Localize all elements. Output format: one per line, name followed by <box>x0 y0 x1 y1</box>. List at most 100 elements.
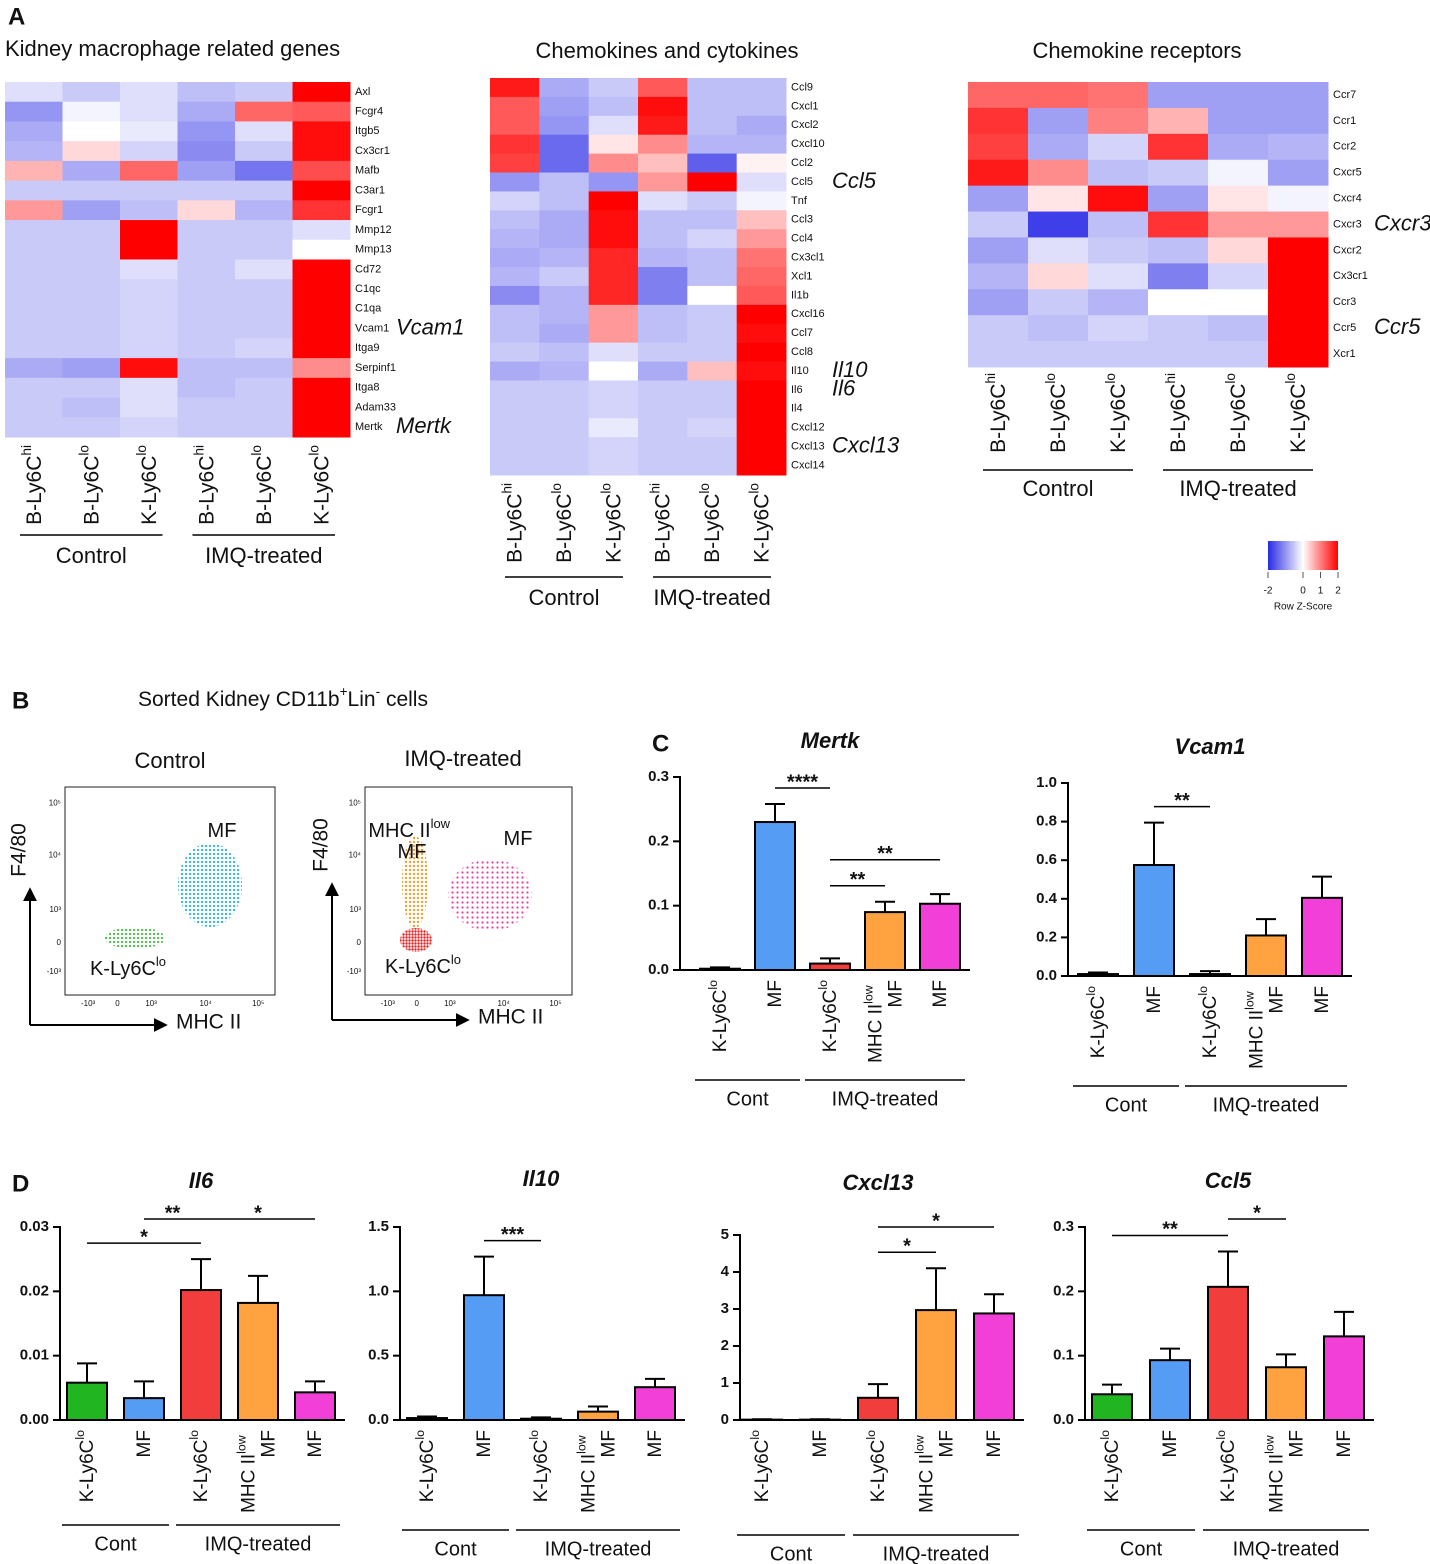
row-label: Ccr7 <box>1333 89 1356 101</box>
heatmap-cell <box>736 361 787 381</box>
heatmap-cell <box>638 399 688 419</box>
heatmap-cell <box>62 82 121 103</box>
heatmap-cell <box>177 259 236 280</box>
row-label: Itgb5 <box>355 125 379 137</box>
y-tick-label: 10³ <box>49 905 61 914</box>
significance-label: ** <box>1162 1219 1178 1241</box>
heatmap-cell <box>539 342 590 363</box>
heatmap-cell <box>1268 263 1329 290</box>
heatmap-cell <box>1148 82 1209 109</box>
y-tick-label: -10³ <box>347 967 362 976</box>
heatmap-cell <box>638 418 688 438</box>
row-label: C1qc <box>355 283 381 295</box>
row-label: Vcam1 <box>355 322 389 334</box>
heatmap-cell <box>539 456 590 476</box>
row-label: Ccr1 <box>1333 115 1356 127</box>
heatmap-cell <box>1148 289 1209 316</box>
heatmap-cell <box>736 134 787 155</box>
heatmap-cell <box>62 298 121 320</box>
heatmap-cell <box>62 220 121 241</box>
heatmap-cell <box>1028 237 1089 264</box>
heatmap-cell <box>687 437 738 457</box>
heatmap-cell <box>177 121 236 142</box>
group-label: Control <box>1023 476 1094 501</box>
bar <box>754 821 796 971</box>
heatmap-cell <box>5 259 63 280</box>
heatmap-cell <box>177 397 236 418</box>
heatmap-cell <box>120 318 178 339</box>
x-tick-label: -10³ <box>81 999 96 1008</box>
column-label: K-Ly6Clo <box>306 445 333 525</box>
heatmap-cell <box>120 338 178 359</box>
heatmap-cell <box>120 101 178 122</box>
heatmap-cell <box>1088 237 1149 264</box>
x-tick-label: K-Ly6Clo <box>864 1430 889 1502</box>
group-label: Control <box>56 543 127 568</box>
heatmap-cell <box>968 315 1029 342</box>
heatmap-cell <box>235 180 293 201</box>
heatmap-cell <box>638 323 688 344</box>
bar <box>463 1294 505 1422</box>
heatmap-cell <box>539 134 590 155</box>
heatmap-cell <box>687 399 738 419</box>
heatmap-cell <box>490 153 540 174</box>
bar <box>864 911 906 971</box>
y-tick-label: 0.8 <box>1036 813 1057 830</box>
heatmap-cell <box>62 141 121 162</box>
heatmap-cell <box>638 361 688 381</box>
heatmap-cell <box>1148 315 1209 342</box>
x-axis-label: MHC II <box>176 1011 241 1034</box>
chart-title: Il6 <box>189 1168 214 1193</box>
heatmap-cell <box>588 437 639 457</box>
heatmap-cell <box>588 267 639 287</box>
heatmap-cell <box>235 279 293 300</box>
row-label: Cxcr5 <box>1333 167 1362 179</box>
row-label: Cxcl10 <box>791 138 825 150</box>
heatmap-cell <box>62 377 121 399</box>
heatmap-cell <box>588 285 639 306</box>
y-tick-label: -10³ <box>47 967 62 976</box>
heatmap-cell <box>62 239 121 260</box>
x-tick-label: K-Ly6Clo <box>73 1430 98 1502</box>
group-label: Cont <box>1120 1538 1163 1560</box>
heatmap-cell <box>539 418 590 438</box>
x-tick-label: 0 <box>415 999 420 1008</box>
heatmap-cell <box>62 318 121 339</box>
heatmap-cell <box>5 200 63 221</box>
bar <box>237 1301 279 1421</box>
heatmap-cell <box>539 437 590 457</box>
x-tick-label: K-Ly6Clo <box>1084 986 1109 1058</box>
plot-title: Control <box>135 748 206 773</box>
heatmap-cell <box>292 279 351 300</box>
x-tick-label: MF <box>765 980 786 1007</box>
heatmap-cell <box>235 160 293 182</box>
heatmap-cell <box>687 361 738 381</box>
column-label: B-Ly6Clo <box>697 483 724 563</box>
heatmap-cell <box>292 101 351 122</box>
significance-label: **** <box>787 771 818 793</box>
row-label: Xcr1 <box>1333 348 1356 360</box>
heatmap-cell <box>62 121 121 142</box>
gate-label: MF <box>504 828 533 850</box>
heatmap-cell <box>968 133 1029 161</box>
y-tick-label: 1 <box>721 1374 729 1391</box>
row-label: Ccl5 <box>791 176 813 188</box>
gate-label: MF <box>208 820 237 842</box>
highlight-label: Il10 <box>832 357 868 382</box>
heatmap-cell <box>120 279 178 300</box>
plot-frame <box>64 786 276 996</box>
y-tick-label: 0.0 <box>1053 1411 1074 1428</box>
group-label: Control <box>529 585 600 610</box>
heatmap-cell <box>490 361 540 381</box>
x-tick-label: MF <box>305 1430 326 1457</box>
bar <box>66 1381 108 1421</box>
colorbar-tick-label: -2 <box>1264 586 1273 597</box>
cell-cloud <box>402 836 428 928</box>
gate-label: MHC IIlow MF <box>368 816 455 863</box>
bar <box>1091 1393 1133 1422</box>
heatmap-cell <box>736 153 787 174</box>
heatmap-cell <box>638 172 688 192</box>
x-tick-label: MF <box>1312 986 1333 1013</box>
chart-title: Cxcl13 <box>843 1170 914 1195</box>
heatmap-cell <box>539 96 590 117</box>
